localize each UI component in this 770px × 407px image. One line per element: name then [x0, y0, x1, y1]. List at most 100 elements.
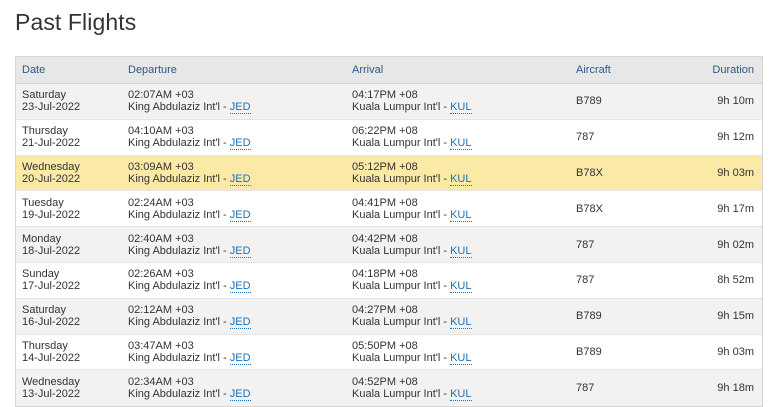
table-row: Saturday 23-Jul-2022 02:07AM +03 King Ab… — [16, 84, 762, 120]
arrival-airport-code-link[interactable]: KUL — [450, 172, 472, 186]
date-cell: Wednesday 13-Jul-2022 — [16, 376, 128, 400]
arrival-airport: Kuala Lumpur Int'l - KUL — [352, 316, 576, 330]
departure-cell: 03:09AM +03 King Abdulaziz Int'l - JED — [128, 160, 352, 186]
departure-airport-code-link[interactable]: JED — [229, 388, 251, 402]
departure-airport-code-link[interactable]: JED — [229, 208, 251, 222]
arrival-airport-code-link[interactable]: KUL — [450, 244, 472, 258]
header-arrival[interactable]: Arrival — [352, 64, 384, 76]
header-aircraft[interactable]: Aircraft — [576, 64, 611, 76]
departure-airport-name: King Abdulaziz Int'l - — [128, 351, 230, 364]
departure-cell: 02:24AM +03 King Abdulaziz Int'l - JED — [128, 196, 352, 222]
departure-airport-code-link[interactable]: JED — [229, 101, 251, 115]
departure-airport-name: King Abdulaziz Int'l - — [128, 388, 230, 401]
departure-airport: King Abdulaziz Int'l - JED — [128, 137, 352, 151]
arrival-cell: 04:27PM +08 Kuala Lumpur Int'l - KUL — [352, 304, 576, 330]
duration-cell: 9h 17m — [717, 202, 754, 215]
day-of-week: Saturday — [22, 304, 67, 317]
arrival-airport-name: Kuala Lumpur Int'l - — [352, 351, 451, 364]
arrival-cell: 04:17PM +08 Kuala Lumpur Int'l - KUL — [352, 89, 576, 115]
arrival-airport-name: Kuala Lumpur Int'l - — [352, 316, 451, 329]
departure-cell: 02:07AM +03 King Abdulaziz Int'l - JED — [128, 89, 352, 115]
departure-airport-name: King Abdulaziz Int'l - — [128, 137, 230, 150]
duration-cell: 9h 18m — [717, 382, 754, 395]
departure-airport-code-link[interactable]: JED — [229, 244, 251, 258]
flight-date: 19-Jul-2022 — [22, 208, 81, 221]
date-cell: Thursday 21-Jul-2022 — [16, 125, 128, 149]
arrival-airport-code-link[interactable]: KUL — [450, 316, 472, 330]
arrival-airport-code-link[interactable]: KUL — [450, 351, 472, 365]
table-row: Monday 18-Jul-2022 02:40AM +03 King Abdu… — [16, 227, 762, 263]
departure-airport: King Abdulaziz Int'l - JED — [128, 316, 352, 330]
departure-airport-name: King Abdulaziz Int'l - — [128, 244, 230, 257]
arrival-airport: Kuala Lumpur Int'l - KUL — [352, 280, 576, 294]
aircraft-cell: 787 — [576, 382, 595, 395]
departure-cell: 04:10AM +03 King Abdulaziz Int'l - JED — [128, 125, 352, 151]
arrival-time: 05:12PM +08 — [352, 160, 418, 173]
arrival-cell: 05:12PM +08 Kuala Lumpur Int'l - KUL — [352, 160, 576, 186]
duration-cell: 8h 52m — [717, 274, 754, 287]
departure-airport-code-link[interactable]: JED — [229, 351, 251, 365]
arrival-cell: 04:52PM +08 Kuala Lumpur Int'l - KUL — [352, 376, 576, 402]
date-cell: Thursday 14-Jul-2022 — [16, 340, 128, 364]
flight-date: 13-Jul-2022 — [22, 388, 81, 401]
day-of-week: Thursday — [22, 339, 68, 352]
header-departure[interactable]: Departure — [128, 64, 177, 76]
arrival-time: 04:27PM +08 — [352, 304, 418, 317]
table-row: Saturday 16-Jul-2022 02:12AM +03 King Ab… — [16, 298, 762, 335]
table-row: Thursday 14-Jul-2022 03:47AM +03 King Ab… — [16, 334, 762, 371]
table-row: Thursday 21-Jul-2022 04:10AM +03 King Ab… — [16, 119, 762, 156]
arrival-airport-name: Kuala Lumpur Int'l - — [352, 388, 451, 401]
departure-airport-code-link[interactable]: JED — [229, 137, 251, 151]
departure-airport-code-link[interactable]: JED — [229, 172, 251, 186]
arrival-time: 04:42PM +08 — [352, 232, 418, 245]
arrival-time: 04:41PM +08 — [352, 196, 418, 209]
departure-time: 04:10AM +03 — [128, 125, 194, 138]
aircraft-cell: 787 — [576, 131, 595, 144]
aircraft-cell: 787 — [576, 274, 595, 287]
arrival-airport-name: Kuala Lumpur Int'l - — [352, 101, 451, 114]
arrival-time: 05:50PM +08 — [352, 339, 418, 352]
departure-time: 02:40AM +03 — [128, 232, 194, 245]
arrival-airport-code-link[interactable]: KUL — [450, 388, 472, 402]
aircraft-cell: B78X — [576, 166, 603, 179]
table-row: Tuesday 19-Jul-2022 02:24AM +03 King Abd… — [16, 191, 762, 228]
departure-cell: 02:12AM +03 King Abdulaziz Int'l - JED — [128, 304, 352, 330]
arrival-airport-code-link[interactable]: KUL — [450, 101, 472, 115]
departure-airport-code-link[interactable]: JED — [229, 280, 251, 294]
duration-cell: 9h 10m — [717, 95, 754, 108]
arrival-cell: 04:42PM +08 Kuala Lumpur Int'l - KUL — [352, 232, 576, 258]
arrival-time: 04:17PM +08 — [352, 89, 418, 102]
aircraft-cell: B789 — [576, 310, 602, 323]
arrival-airport-name: Kuala Lumpur Int'l - — [352, 280, 451, 293]
header-duration[interactable]: Duration — [712, 64, 754, 76]
arrival-time: 06:22PM +08 — [352, 125, 418, 138]
departure-cell: 03:47AM +03 King Abdulaziz Int'l - JED — [128, 340, 352, 365]
flight-date: 21-Jul-2022 — [22, 137, 81, 150]
header-date[interactable]: Date — [22, 64, 46, 76]
date-cell: Saturday 16-Jul-2022 — [16, 304, 128, 328]
departure-time: 03:09AM +03 — [128, 160, 194, 173]
departure-time: 02:26AM +03 — [128, 268, 194, 281]
day-of-week: Monday — [22, 232, 62, 245]
duration-cell: 9h 12m — [717, 131, 754, 144]
departure-airport-name: King Abdulaziz Int'l - — [128, 208, 230, 221]
day-of-week: Saturday — [22, 89, 67, 102]
departure-airport: King Abdulaziz Int'l - JED — [128, 208, 352, 222]
departure-time: 02:24AM +03 — [128, 196, 194, 209]
departure-cell: 02:34AM +03 King Abdulaziz Int'l - JED — [128, 376, 352, 402]
departure-time: 02:07AM +03 — [128, 89, 194, 102]
arrival-airport: Kuala Lumpur Int'l - KUL — [352, 137, 576, 151]
flight-date: 20-Jul-2022 — [22, 172, 81, 185]
departure-airport-code-link[interactable]: JED — [229, 316, 251, 330]
arrival-airport: Kuala Lumpur Int'l - KUL — [352, 244, 576, 258]
arrival-airport-name: Kuala Lumpur Int'l - — [352, 244, 451, 257]
arrival-airport-code-link[interactable]: KUL — [450, 280, 472, 294]
table-body: Saturday 23-Jul-2022 02:07AM +03 King Ab… — [16, 84, 762, 407]
arrival-airport-code-link[interactable]: KUL — [450, 208, 472, 222]
flight-date: 18-Jul-2022 — [22, 244, 81, 257]
departure-airport: King Abdulaziz Int'l - JED — [128, 388, 352, 402]
date-cell: Tuesday 19-Jul-2022 — [16, 197, 128, 221]
duration-cell: 9h 15m — [717, 310, 754, 323]
arrival-airport-code-link[interactable]: KUL — [450, 137, 472, 151]
arrival-cell: 05:50PM +08 Kuala Lumpur Int'l - KUL — [352, 339, 576, 365]
